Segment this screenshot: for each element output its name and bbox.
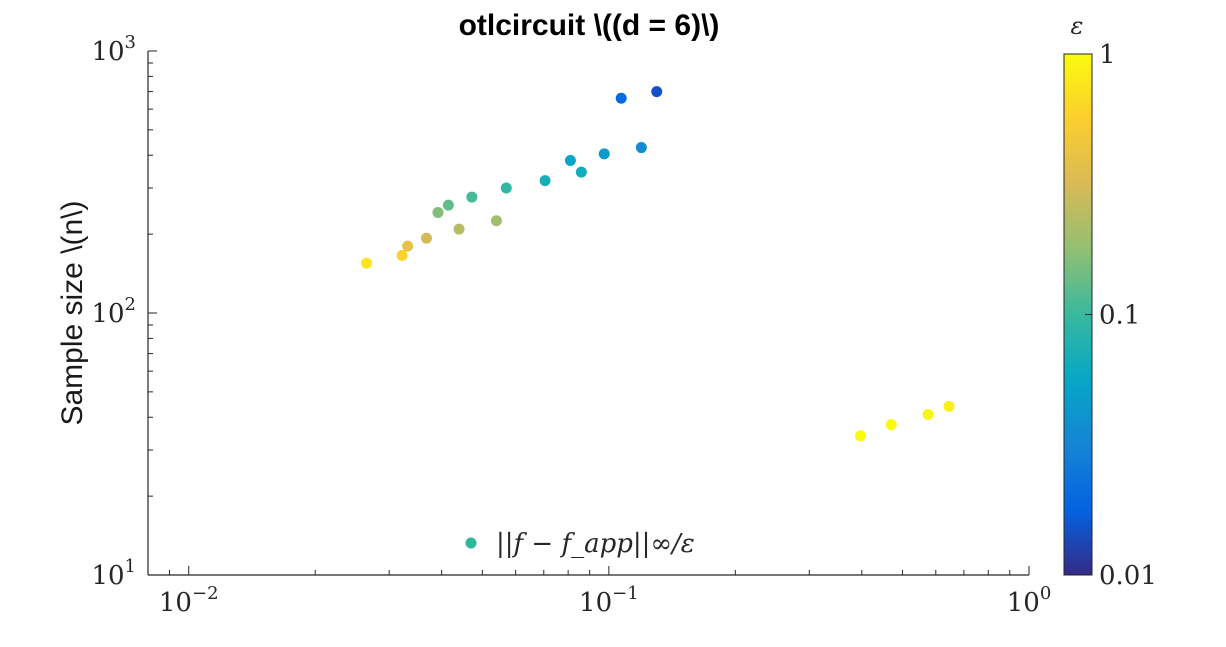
data-point (564, 154, 576, 166)
x-tick-label: 10−1 (579, 583, 639, 618)
data-point (635, 142, 647, 154)
data-point (500, 182, 512, 194)
y-tick-label: 101 (91, 556, 136, 591)
axes: 10−2 10−1 100 101 102 103 (91, 32, 1051, 618)
chart-title: otlcircuit \((d = 6)\) (459, 9, 720, 42)
data-point (854, 430, 866, 442)
y-tick-label: 102 (91, 294, 136, 329)
y-tick-label: 103 (91, 32, 136, 67)
data-point (922, 408, 934, 420)
scatter-points (361, 86, 955, 442)
y-axis-label: Sample size \(n\) (56, 200, 89, 425)
legend-label: ||f − f_app||∞/ε (496, 529, 695, 559)
x-tick-label: 10−2 (159, 583, 219, 618)
x-tick-label: 100 (1007, 583, 1052, 618)
colorbar-label: ε (1071, 12, 1084, 40)
data-point (651, 86, 663, 98)
colorbar-tick-label: 0.1 (1099, 301, 1140, 331)
data-point (442, 199, 454, 211)
colorbar-tick-label: 0.01 (1099, 561, 1157, 591)
data-point (361, 257, 373, 269)
data-point (453, 223, 465, 235)
colorbar: ε 1 0.1 0.01 (1063, 12, 1157, 591)
data-point (539, 175, 551, 187)
data-point (615, 92, 627, 104)
data-point (943, 400, 955, 412)
data-point (432, 206, 444, 218)
data-point (490, 215, 502, 227)
data-point (466, 191, 478, 203)
data-point (402, 240, 414, 252)
legend-marker (465, 537, 477, 549)
legend: ||f − f_app||∞/ε (465, 529, 695, 559)
data-point (420, 232, 432, 244)
data-point (396, 249, 408, 261)
colorbar-tick-label: 1 (1099, 40, 1116, 70)
data-point (598, 148, 610, 160)
x-ticks: 10−2 10−1 100 (147, 566, 1052, 618)
data-point (575, 166, 587, 178)
colorbar-ticks: 1 0.1 0.01 (1085, 40, 1157, 591)
y-ticks: 101 102 103 (91, 32, 157, 591)
data-point (885, 419, 897, 431)
